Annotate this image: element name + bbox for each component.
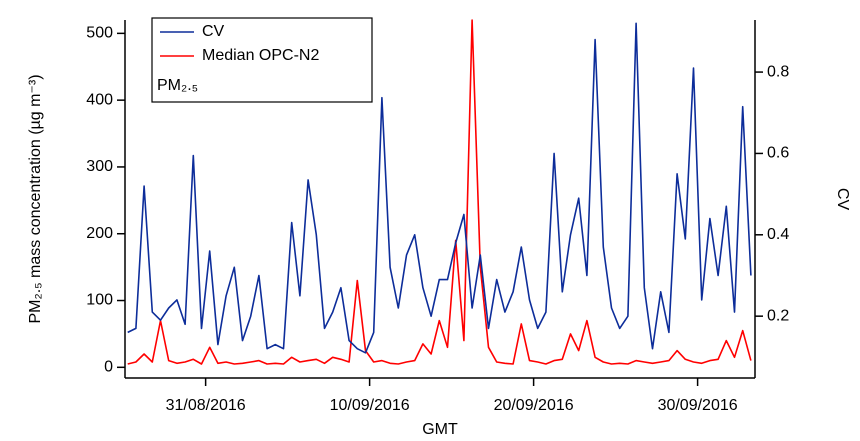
annotation: PM₂.₅: [157, 77, 198, 94]
x-tick-label: 20/09/2016: [494, 397, 574, 414]
y-tick-label: 0: [104, 359, 113, 376]
y-tick-label: 400: [86, 91, 113, 108]
x-tick-label: 10/09/2016: [330, 397, 410, 414]
y-tick-label: 100: [86, 292, 113, 309]
x-tick-label: 31/08/2016: [166, 397, 246, 414]
y2-tick-label: 0.2: [767, 307, 789, 324]
y2-tick-label: 0.8: [767, 63, 789, 80]
y-axis-label: PM₂.₅ mass concentration (µg m⁻³): [27, 74, 44, 323]
series-line: [127, 22, 752, 354]
y2-axis-label: CV: [834, 188, 851, 211]
legend-box: [151, 17, 373, 103]
y2-tick-label: 0.4: [767, 226, 789, 243]
y-tick-label: 200: [86, 225, 113, 242]
legend-label: CV: [202, 23, 225, 40]
y-tick-label: 300: [86, 158, 113, 175]
y-tick-label: 500: [86, 25, 113, 42]
x-axis-label: GMT: [422, 421, 458, 438]
x-tick-label: 30/09/2016: [658, 397, 738, 414]
y2-tick-label: 0.6: [767, 145, 789, 162]
legend-label: Median OPC-N2: [202, 47, 319, 64]
series-line: [127, 19, 752, 365]
